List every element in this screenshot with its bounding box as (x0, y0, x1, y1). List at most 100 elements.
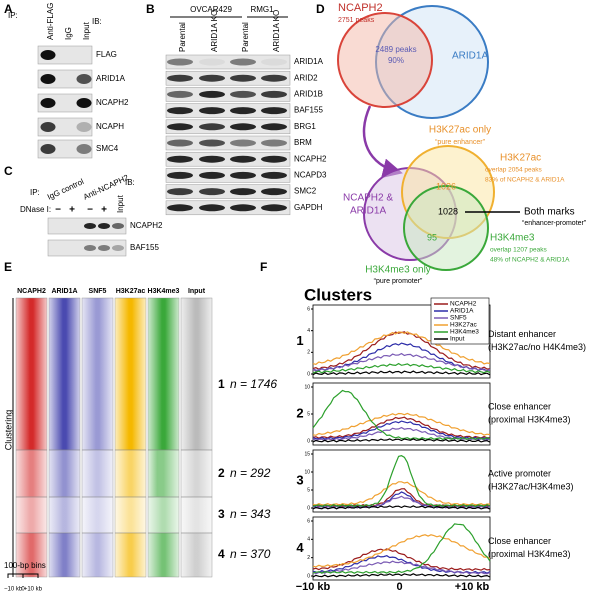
y-tick-label: 2 (307, 555, 310, 561)
heatmap-block (48, 297, 81, 451)
blot-band (230, 74, 256, 82)
venn-label: H3K4me3 (490, 233, 535, 244)
blot-band (199, 123, 225, 131)
blot (165, 168, 291, 183)
blot-band (230, 155, 256, 163)
y-tick-label: 0 (307, 505, 310, 511)
cluster-desc: Close enhancer (488, 401, 551, 411)
blot-band (199, 204, 225, 212)
row-label: GAPDH (294, 203, 323, 212)
x-tick-label: 0 (396, 581, 402, 593)
panel-label: A (4, 2, 13, 16)
dnase-label: DNase I: (20, 205, 51, 214)
blot-band (261, 58, 287, 66)
legend-entry: H3K4me3 (450, 329, 479, 336)
profile-line (312, 455, 491, 508)
lane-label: Input (116, 194, 125, 213)
blot-band (98, 245, 110, 251)
column-header: NCAPH2 (17, 288, 46, 295)
cluster-n: n = 343 (230, 507, 271, 521)
venn-count: 2751 peaks (338, 17, 375, 24)
blot-band (261, 123, 287, 131)
dnase-sign: − (55, 205, 61, 216)
venn-note: overlap 1207 peaks (490, 247, 547, 254)
legend-entry: NCAPH2 (450, 301, 477, 308)
dnase-sign: + (69, 205, 75, 216)
column-header: SNF5 (89, 288, 107, 295)
y-tick-label: 15 (304, 451, 310, 457)
y-tick-label: 0 (307, 573, 310, 579)
blot-band (199, 155, 225, 163)
profile-line (312, 416, 491, 439)
venn-note: “pure enhancer” (435, 139, 485, 146)
row-label: SMC4 (96, 144, 119, 153)
legend-box (430, 297, 490, 345)
blot-band (167, 90, 193, 98)
blot-band (230, 58, 256, 66)
blot (165, 135, 291, 151)
heatmap-block (114, 532, 147, 578)
profile-line (312, 505, 491, 510)
venn-circle (403, 185, 489, 271)
column-header: H3K4me3 (148, 288, 180, 295)
venn-count: 95 (427, 232, 437, 242)
legend-entry: H3K27ac (450, 322, 477, 329)
venn-count: 90% (388, 56, 404, 65)
y-tick-label: 5 (307, 487, 310, 493)
venn-note: 83% of NCAPH2 & ARID1A (485, 177, 565, 184)
lane-label: Parental (178, 22, 187, 52)
blot-band (76, 98, 92, 108)
blot-band (76, 122, 92, 132)
heatmap-block (81, 449, 114, 498)
y-tick-label: 0 (307, 371, 310, 377)
blot-band (98, 223, 110, 229)
blot-band (167, 204, 193, 212)
heatmap-block (81, 532, 114, 578)
blot-band (76, 74, 92, 84)
blot-band (112, 245, 124, 251)
venn-label: ARID1A (350, 206, 386, 217)
blot-band (167, 58, 193, 66)
blot-band (230, 90, 256, 98)
profile-line (312, 426, 491, 442)
heatmap-block (15, 532, 48, 578)
blot-band (167, 171, 193, 179)
profile-line (312, 548, 491, 571)
axis-label: Clustering (3, 410, 13, 451)
panel-label: E (4, 260, 12, 274)
panel-label: B (146, 2, 155, 16)
blot-band (40, 74, 56, 84)
panel-label: F (260, 260, 267, 274)
blot-band (40, 50, 56, 60)
scale-tick: +10 kb (24, 587, 43, 593)
venn-count: 2489 peaks (375, 45, 416, 54)
y-tick-label: 10 (304, 469, 310, 475)
blot (37, 139, 93, 159)
heatmap-block (180, 496, 213, 534)
venn-count: 1026 (436, 181, 456, 191)
heatmap-block (180, 297, 213, 451)
ip-label: IP: (8, 11, 18, 20)
venn-note: “pure promoter” (374, 278, 423, 285)
row-label: NCAPH2 (294, 154, 327, 163)
blot (165, 200, 291, 216)
blot-band (261, 74, 287, 82)
cluster-desc: (H3K27ac/H3K4me3) (488, 481, 574, 491)
group-label: RMG1 (250, 5, 274, 14)
heatmap-block (48, 532, 81, 578)
group-label: IgG control (46, 177, 85, 202)
blot (37, 45, 93, 65)
row-label: NCAPH2 (130, 221, 163, 230)
profile-line (312, 481, 491, 506)
profile-line (312, 438, 491, 443)
x-tick-label: +10 kb (455, 581, 490, 593)
blot-band (199, 107, 225, 115)
profile-line (312, 560, 491, 575)
heatmap-block (114, 496, 147, 534)
cluster-id: 1 (296, 333, 303, 348)
profile-line (312, 573, 491, 578)
heatmap-block (48, 496, 81, 534)
scale-label: 100-bp bins (4, 561, 46, 570)
blot-band (261, 204, 287, 212)
cluster-desc: (proximal H3K4me3) (488, 549, 571, 559)
